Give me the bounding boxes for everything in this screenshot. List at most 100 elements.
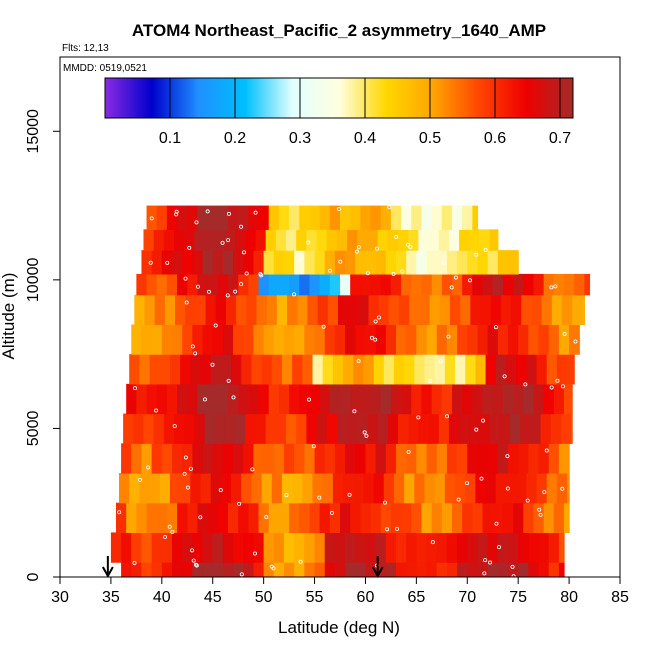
heat-cell <box>172 324 183 355</box>
heat-cell <box>243 532 255 563</box>
sample-point <box>174 209 179 214</box>
heat-cell <box>513 502 524 534</box>
heat-cell <box>444 354 456 385</box>
heat-cell <box>528 532 540 563</box>
sample-point <box>365 271 370 276</box>
heat-cell <box>452 383 463 415</box>
heat-cell <box>378 294 390 326</box>
heat-cell <box>222 532 234 563</box>
heat-cell <box>564 502 570 534</box>
heat-cell <box>255 229 267 251</box>
heat-cell <box>245 413 257 444</box>
heat-cell <box>360 205 372 230</box>
heat-cell <box>567 473 570 504</box>
heat-cell <box>455 354 466 385</box>
sample-point <box>364 433 369 438</box>
heat-cell <box>294 443 305 474</box>
sample-point <box>239 282 244 287</box>
heat-cell <box>314 562 326 577</box>
heat-cell <box>533 273 545 296</box>
heat-cell <box>184 229 195 251</box>
heat-cell <box>134 294 146 326</box>
x-tick-label: 80 <box>560 589 578 606</box>
x-tick-label: 65 <box>407 589 425 606</box>
heat-cell <box>363 354 375 385</box>
heat-cell <box>567 354 575 385</box>
sample-point <box>441 260 446 265</box>
x-tick-label: 70 <box>458 589 476 606</box>
heat-cell <box>411 502 423 534</box>
heat-cell <box>360 273 372 296</box>
sample-point <box>418 250 423 255</box>
sample-point <box>555 378 560 383</box>
heat-cell <box>452 205 463 230</box>
heat-cell <box>416 562 428 577</box>
heat-cell <box>292 473 303 504</box>
heat-cell <box>358 294 370 326</box>
sample-point <box>406 449 411 454</box>
sample-point <box>494 521 499 526</box>
heat-cell <box>143 413 155 444</box>
heat-cell <box>479 413 491 444</box>
heat-cell <box>263 562 275 577</box>
heat-cell <box>543 502 555 534</box>
heat-cell <box>153 413 165 444</box>
sample-point <box>239 224 244 229</box>
heat-cell <box>278 205 290 230</box>
x-tick-label: 60 <box>357 589 375 606</box>
heat-cell <box>398 229 409 251</box>
heat-cell <box>336 413 348 444</box>
heat-cell <box>177 383 188 415</box>
x-tick-label: 85 <box>611 589 629 606</box>
sample-point <box>505 454 510 459</box>
heat-cell <box>238 502 249 534</box>
heat-cell <box>329 502 341 534</box>
heat-cell <box>284 324 295 355</box>
heat-cell <box>441 502 453 534</box>
heat-cell <box>139 354 151 385</box>
sample-point <box>449 285 454 290</box>
heat-cell <box>383 354 395 385</box>
heat-cell <box>243 324 255 355</box>
heat-cell <box>314 324 326 355</box>
sample-point <box>132 561 137 566</box>
sample-point <box>362 430 367 435</box>
heat-cell <box>345 532 356 563</box>
heat-cell <box>217 273 229 296</box>
heat-cell <box>385 443 397 474</box>
heat-cell <box>151 443 163 474</box>
heat-cell <box>299 383 311 415</box>
heat-cell <box>175 294 186 326</box>
heat-cell <box>296 229 307 251</box>
heat-cell <box>558 443 570 474</box>
heat-cell <box>233 562 244 577</box>
sample-point <box>132 386 137 391</box>
heat-cell <box>299 205 311 230</box>
heat-cell <box>426 532 438 563</box>
heat-cell <box>228 273 239 296</box>
heat-cell <box>294 562 305 577</box>
heat-cell <box>174 413 185 444</box>
heat-cell <box>322 354 334 385</box>
heat-cell <box>536 354 548 385</box>
heat-cell <box>273 562 285 577</box>
heat-cell <box>421 383 433 415</box>
heat-cell <box>448 229 460 251</box>
heat-cell <box>396 443 407 474</box>
heat-cell <box>406 443 417 474</box>
heat-cell <box>421 273 433 296</box>
heat-cell <box>233 443 244 474</box>
heat-cell <box>434 354 446 385</box>
heat-cell <box>261 473 273 504</box>
heat-cell <box>217 205 229 230</box>
heat-cell <box>271 473 283 504</box>
sample-point <box>244 271 249 276</box>
heat-cell <box>404 354 415 385</box>
heat-cell <box>399 294 410 326</box>
sample-point <box>474 427 479 432</box>
heat-cell <box>479 229 491 251</box>
heat-cell <box>319 273 331 296</box>
heat-cell <box>390 205 402 230</box>
heat-cell <box>353 473 365 504</box>
heat-cell <box>426 324 438 355</box>
